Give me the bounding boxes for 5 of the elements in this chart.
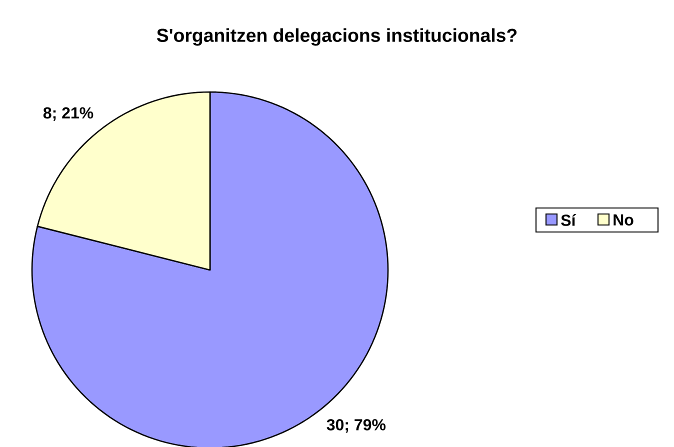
chart-title: S'organitzen delegacions institucionals?	[156, 28, 517, 46]
legend-label: Sí	[561, 214, 576, 226]
data-label: 8; 21%	[43, 107, 94, 121]
data-label: 30; 79%	[326, 419, 386, 433]
legend-label: No	[614, 214, 634, 226]
